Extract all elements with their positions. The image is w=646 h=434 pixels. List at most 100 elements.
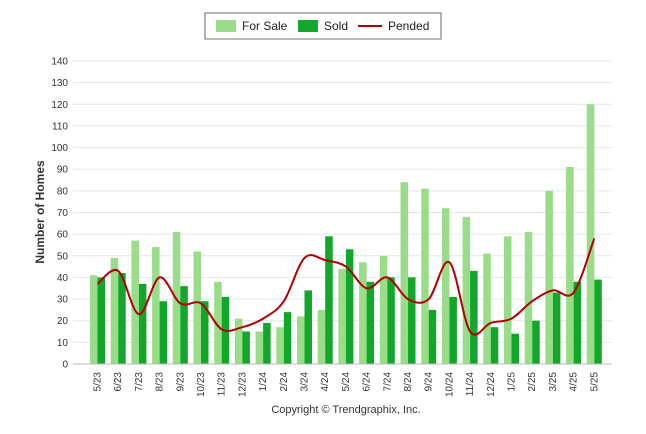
bar-sold-3-24 <box>304 290 312 364</box>
bar-for-sale-6-23 <box>110 257 119 364</box>
bar-for-sale-10-24 <box>441 208 450 364</box>
x-tick-label: 2/25 <box>527 372 538 392</box>
x-tick-label: 10/24 <box>444 372 455 397</box>
bar-sold-7-24 <box>387 277 395 364</box>
bar-sold-9-23 <box>180 286 188 364</box>
x-tick-label: 6/23 <box>113 372 124 392</box>
bar-sold-6-24 <box>366 281 375 364</box>
line-layer <box>96 238 596 336</box>
bar-for-sale-1-24 <box>255 331 264 364</box>
x-tick-label: 5/23 <box>93 372 104 392</box>
bar-sold-5-24 <box>345 249 354 364</box>
bar-sold-4-25 <box>573 281 582 364</box>
x-tick-label: 7/23 <box>134 372 145 392</box>
bar-for-sale-1-25 <box>504 236 512 364</box>
pended-line <box>96 238 596 336</box>
bars-layer <box>90 104 602 365</box>
legend-swatch-for-sale <box>216 20 236 32</box>
bar-sold-4-24 <box>325 236 333 364</box>
x-tick-label: 5/25 <box>589 372 600 392</box>
y-tick-label: 130 <box>51 78 68 89</box>
bar-sold-12-23 <box>242 331 250 364</box>
y-tick-label: 80 <box>57 186 69 197</box>
x-tick-label: 7/24 <box>382 372 393 392</box>
copyright-text: Copyright © Trendgraphix, Inc. <box>271 404 420 416</box>
bar-sold-10-23 <box>201 301 209 364</box>
x-tick-label: 4/25 <box>569 372 580 392</box>
bar-sold-1-25 <box>511 333 519 364</box>
x-tick-label: 9/23 <box>175 372 186 392</box>
bar-for-sale-8-23 <box>152 247 160 364</box>
bar-for-sale-2-25 <box>524 232 533 364</box>
x-tick-label: 9/24 <box>424 372 435 392</box>
y-tick-label: 0 <box>62 360 68 371</box>
bar-for-sale-11-24 <box>462 216 471 364</box>
x-tick-label: 8/24 <box>403 372 414 392</box>
bar-for-sale-3-24 <box>297 316 305 364</box>
x-tick-label: 3/24 <box>300 372 311 392</box>
y-tick-label: 110 <box>52 121 68 132</box>
bar-for-sale-3-25 <box>545 190 553 364</box>
legend-label-for-sale: For Sale <box>242 19 288 33</box>
x-tick-label: 1/25 <box>507 372 518 392</box>
bar-for-sale-5-23 <box>90 275 98 364</box>
y-tick-label: 120 <box>51 100 68 111</box>
legend-label-sold: Sold <box>324 19 348 33</box>
x-tick-label: 6/24 <box>362 372 373 392</box>
x-tick-label: 4/24 <box>320 372 331 392</box>
bar-sold-11-24 <box>470 270 478 364</box>
bar-sold-9-24 <box>428 309 437 364</box>
y-tick-label: 60 <box>57 230 69 241</box>
y-tick-label: 70 <box>57 208 69 219</box>
x-tick-label: 11/23 <box>217 372 228 397</box>
x-tick-label: 2/24 <box>279 372 290 392</box>
x-tick-label: 5/24 <box>341 372 352 392</box>
x-tick-label: 12/23 <box>237 372 248 397</box>
legend-label-pended: Pended <box>388 19 429 33</box>
legend: For Sale Sold Pended <box>204 12 442 40</box>
bar-for-sale-2-24 <box>276 327 284 364</box>
bar-for-sale-8-24 <box>400 182 408 364</box>
bar-sold-6-23 <box>118 273 126 364</box>
bar-for-sale-11-23 <box>214 281 222 364</box>
x-tick-label: 1/24 <box>258 372 269 392</box>
bar-for-sale-5-25 <box>586 104 595 365</box>
y-tick-label: 50 <box>57 251 69 262</box>
bar-sold-1-24 <box>263 322 271 364</box>
bar-for-sale-12-24 <box>483 253 491 364</box>
bar-sold-8-23 <box>159 301 168 364</box>
y-tick-label: 20 <box>57 316 69 327</box>
bar-sold-2-24 <box>283 312 292 364</box>
bar-sold-5-23 <box>97 277 105 364</box>
y-tick-label: 90 <box>57 165 69 176</box>
bar-sold-12-24 <box>490 327 499 364</box>
bar-for-sale-7-24 <box>379 255 388 364</box>
legend-shadow <box>206 38 442 40</box>
y-tick-label: 40 <box>57 273 69 284</box>
x-tick-label: 8/23 <box>155 372 166 392</box>
bar-sold-2-25 <box>532 320 540 364</box>
x-tick-label: 11/24 <box>465 372 476 397</box>
legend-swatch-sold <box>298 20 318 32</box>
bar-for-sale-5-24 <box>338 268 346 364</box>
y-axis-title: Number of Homes <box>33 160 47 264</box>
y-tick-label: 10 <box>57 338 69 349</box>
y-tick-label: 140 <box>51 57 68 68</box>
bar-for-sale-10-23 <box>193 251 201 364</box>
bar-sold-7-23 <box>138 283 147 364</box>
bar-for-sale-9-24 <box>421 188 429 364</box>
bar-sold-10-24 <box>449 296 457 364</box>
y-tick-label: 100 <box>51 143 68 154</box>
y-tick-label: 30 <box>57 295 69 306</box>
x-tick-label: 3/25 <box>548 372 559 392</box>
bar-for-sale-12-23 <box>234 318 243 364</box>
bar-for-sale-4-24 <box>317 309 326 364</box>
bar-sold-3-25 <box>552 292 561 364</box>
legend-box <box>204 12 442 40</box>
x-tick-label: 12/24 <box>486 372 497 397</box>
bar-for-sale-6-24 <box>359 262 367 364</box>
bar-sold-5-25 <box>594 279 602 364</box>
x-tick-label: 10/23 <box>196 372 207 397</box>
